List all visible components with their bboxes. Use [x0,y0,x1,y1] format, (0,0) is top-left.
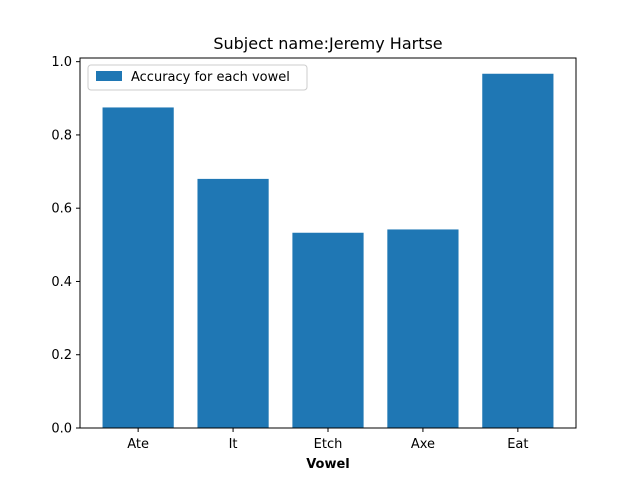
x-tick-label: Etch [314,437,343,452]
bar-ate [102,107,174,428]
x-tick-label: It [229,437,238,452]
y-tick-label: 0.4 [51,275,72,290]
y-tick-label: 0.6 [51,202,72,217]
bars-group [102,73,554,428]
bar-it [197,178,269,428]
legend-swatch [96,71,122,81]
bar-eat [482,73,554,428]
bar-etch [292,232,364,428]
chart-title: Subject name:Jeremy Hartse [213,34,442,53]
legend-box [87,64,308,91]
y-tick-label: 0.0 [51,422,72,437]
x-tick-label: Eat [507,437,528,452]
legend: Accuracy for each vowel [87,64,308,91]
plot-frame [79,57,577,429]
x-tick-label: Axe [411,437,435,452]
x-axis: Ate It Etch Axe Eat [127,428,528,452]
y-tick-label: 0.2 [51,348,72,363]
x-axis-label: Vowel [306,457,350,472]
y-axis: 0.0 0.2 0.4 0.6 0.8 1.0 [51,55,80,437]
legend-label: Accuracy for each vowel [131,70,290,85]
bar-axe [387,229,459,428]
x-tick-label: Ate [127,437,149,452]
y-tick-label: 0.8 [51,128,72,143]
y-tick-label: 1.0 [51,55,72,70]
